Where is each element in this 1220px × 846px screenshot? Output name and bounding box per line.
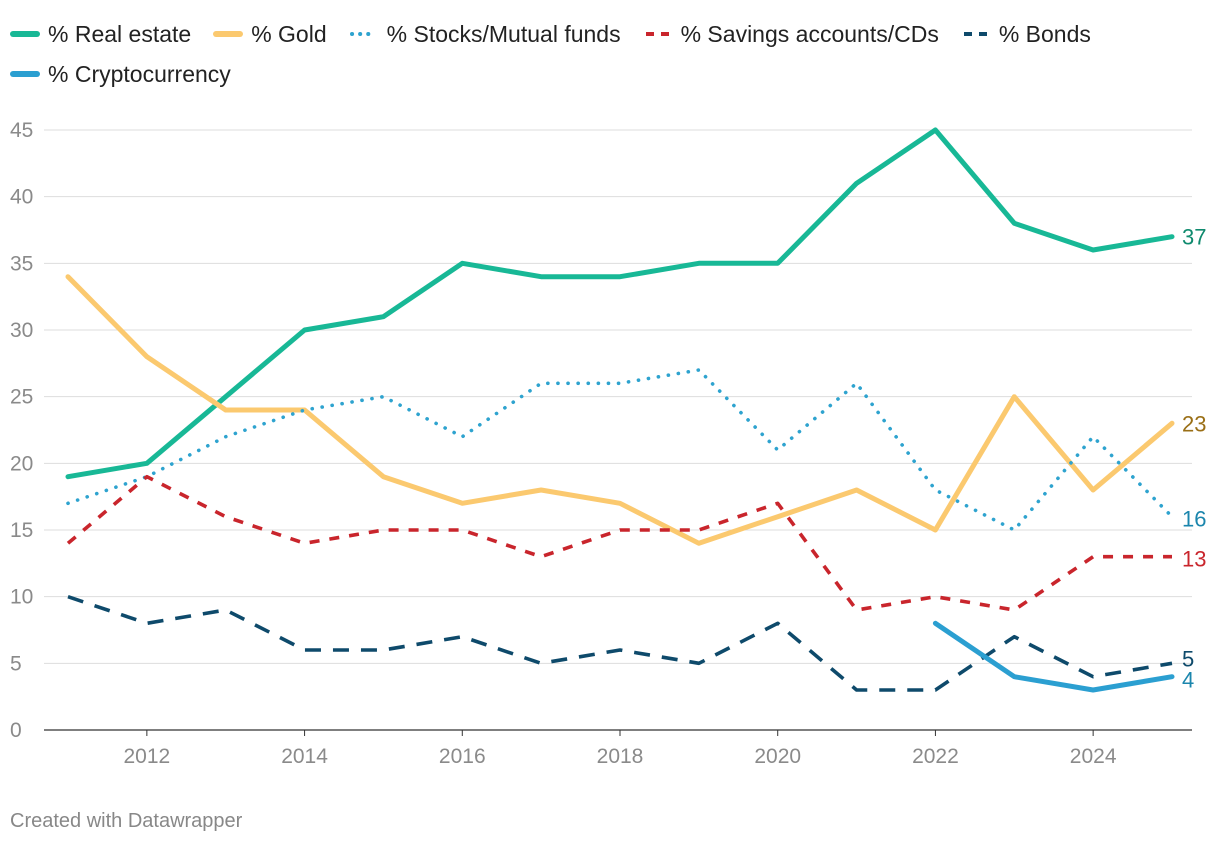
x-tick-label: 2022 (912, 745, 959, 768)
x-axis-ticks: 2012 2014 2016 2018 2020 2022 2024 (123, 730, 1117, 768)
y-tick-label: 0 (10, 719, 22, 742)
legend-item: % Gold (213, 14, 327, 54)
legend-label: % Real estate (48, 20, 192, 47)
legend-label: % Savings accounts/CDs (680, 20, 939, 47)
x-tick-label: 2014 (281, 745, 328, 768)
x-tick-label: 2018 (597, 745, 644, 768)
end-label: 37 (1182, 225, 1206, 250)
legend-item: % Real estate (10, 14, 191, 54)
y-tick-label: 35 (10, 252, 33, 275)
y-tick-label: 25 (10, 386, 33, 409)
end-label: 5 (1182, 646, 1194, 671)
y-tick-label: 40 (10, 186, 33, 209)
y-tick-label: 15 (10, 519, 33, 542)
legend-swatch (645, 32, 670, 36)
y-tick-label: 10 (10, 586, 33, 609)
series-line-5 (67, 594, 1173, 692)
legend-item: % Cryptocurrency (10, 54, 231, 94)
y-axis-ticks: 0 5 10 15 20 25 30 35 40 45 (10, 119, 33, 742)
x-tick-label: 2024 (1070, 745, 1117, 768)
legend-swatch (10, 71, 40, 77)
series-line-4 (66, 474, 1172, 612)
y-tick-label: 5 (10, 652, 22, 675)
end-label: 16 (1182, 507, 1206, 532)
end-label: 4 (1182, 668, 1194, 693)
y-tick-label: 45 (10, 119, 33, 142)
x-tick-label: 2020 (754, 745, 801, 768)
series-line-3 (66, 368, 1174, 532)
credit-text: Created with Datawrapper (10, 810, 243, 832)
y-tick-label: 20 (10, 452, 33, 475)
end-label: 13 (1182, 547, 1206, 572)
grid-lines (44, 129, 1192, 731)
legend-label: % Cryptocurrency (48, 60, 231, 87)
x-tick-label: 2012 (123, 745, 170, 768)
legend-label: % Bonds (998, 20, 1091, 47)
legend-label: % Stocks/Mutual funds (386, 20, 621, 47)
legend-item: % Savings accounts/CDs (643, 14, 939, 54)
series-lines (65, 127, 1175, 693)
legend-label: % Gold (251, 20, 327, 47)
end-labels: 37 23 16 13 54 (1182, 225, 1206, 693)
legend-item: % Stocks/Mutual funds (349, 14, 621, 54)
series-line-1 (65, 127, 1175, 480)
legend-item: % Bonds (961, 14, 1091, 54)
chart-legend: % Real estate % Gold % Stocks/Mutual funds… (10, 14, 1200, 94)
end-label: 23 (1182, 411, 1206, 436)
legend-swatch (10, 31, 40, 37)
y-tick-label: 30 (10, 319, 33, 342)
legend-swatch (963, 32, 988, 36)
x-tick-label: 2016 (439, 745, 486, 768)
legend-swatch (213, 31, 244, 37)
series-line-2 (65, 274, 1175, 546)
series-line-6 (932, 620, 1175, 693)
